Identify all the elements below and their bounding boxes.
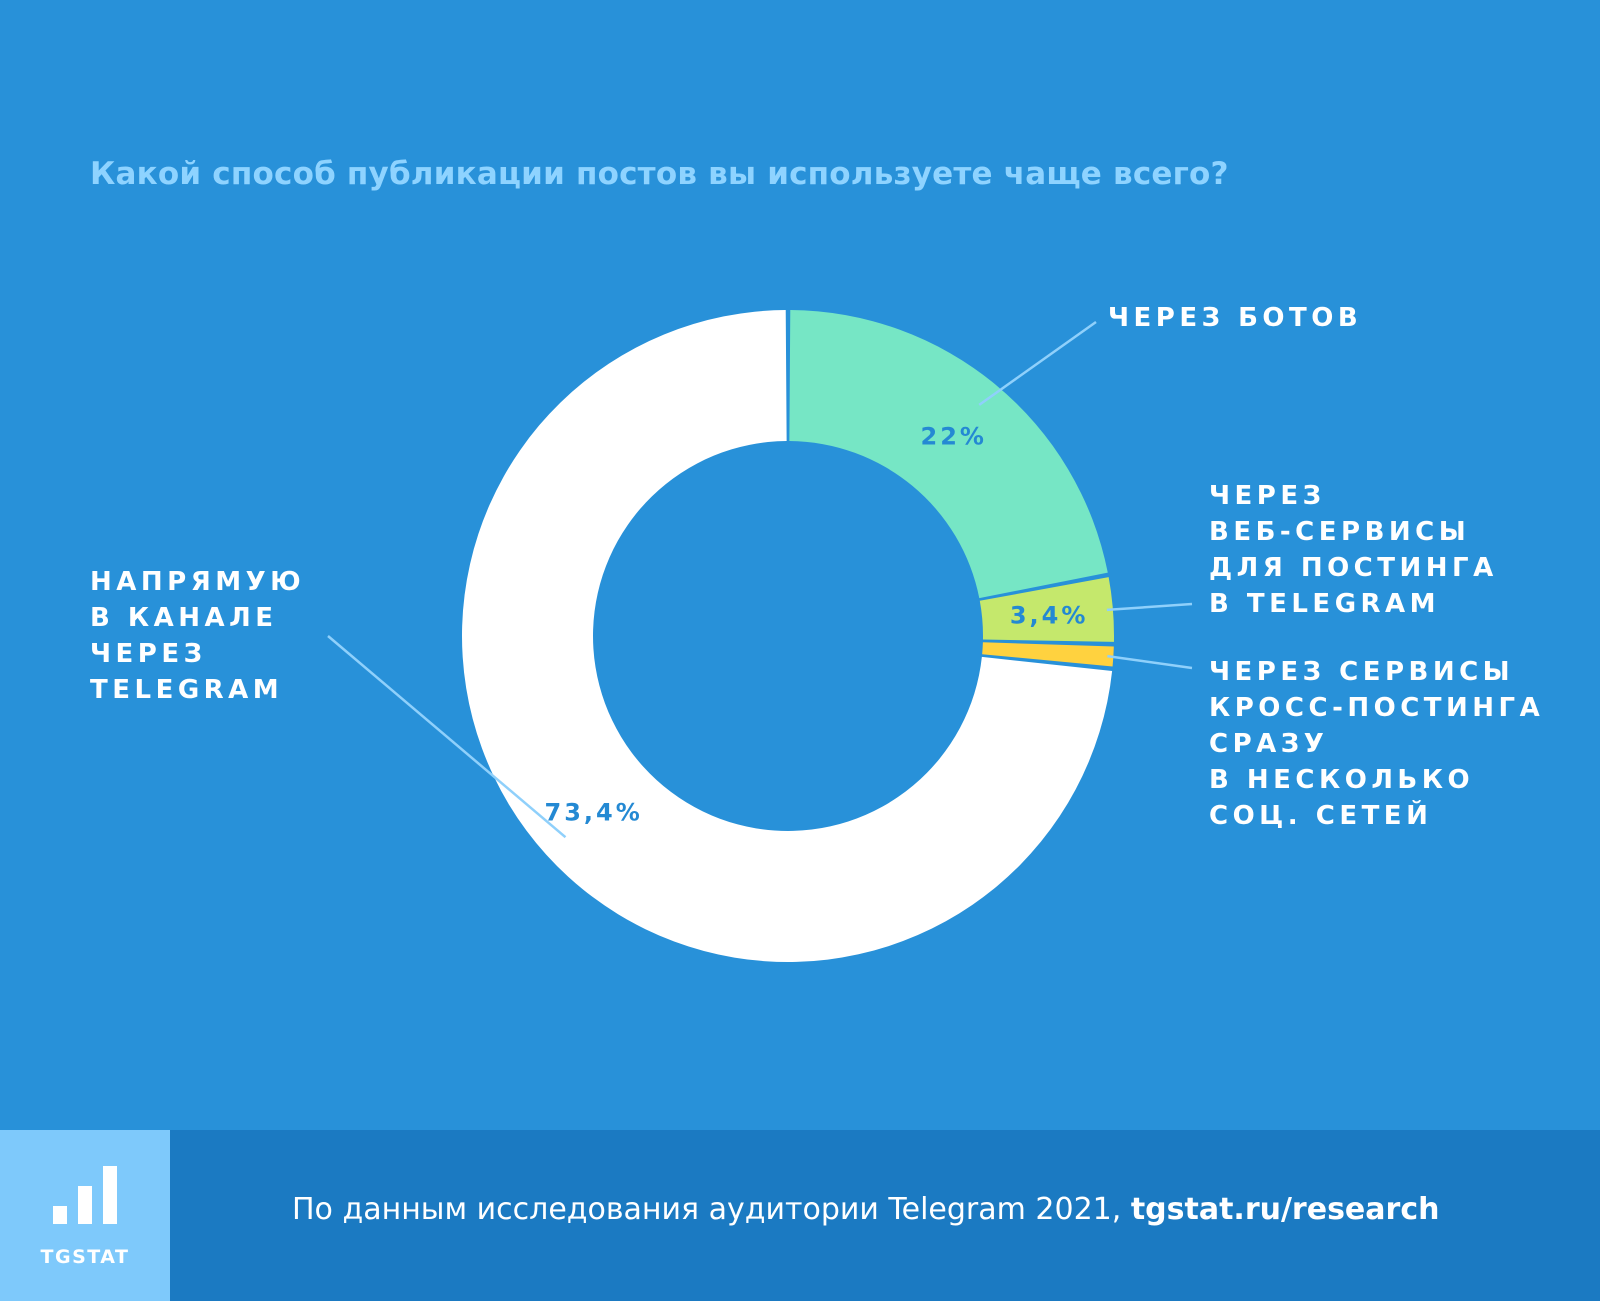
label-line: ЧЕРЕЗ <box>1209 481 1326 511</box>
label-line: КРОСС-ПОСТИНГА <box>1209 693 1545 723</box>
slice-cross-posting <box>982 642 1114 667</box>
slice-label-web-services: ЧЕРЕЗ ВЕБ-СЕРВИСЫ ДЛЯ ПОСТИНГА В TELEGRAM <box>1209 478 1498 622</box>
slice-value-label: 3,4% <box>1010 602 1089 630</box>
logo-bar-icon <box>78 1186 92 1224</box>
label-line: TELEGRAM <box>90 675 284 705</box>
label-line: ДЛЯ ПОСТИНГА <box>1209 553 1498 583</box>
slice-value-label: 22% <box>921 423 987 451</box>
label-line: В НЕСКОЛЬКО <box>1209 765 1475 795</box>
label-line: ЧЕРЕЗ БОТОВ <box>1108 303 1363 333</box>
footer: TGSTAT По данным исследования аудитории … <box>0 1130 1600 1301</box>
leader-line <box>327 635 567 839</box>
label-line: ВЕБ-СЕРВИСЫ <box>1209 517 1471 547</box>
source-link[interactable]: tgstat.ru/research <box>1130 1192 1440 1227</box>
chart-title: Какой способ публикации постов вы исполь… <box>90 156 1229 192</box>
label-line: ЧЕРЕЗ <box>90 639 207 669</box>
logo-text: TGSTAT <box>40 1246 130 1268</box>
donut-chart: 22% 3,4% 73,4% <box>327 310 1193 962</box>
leader-line <box>1106 602 1193 612</box>
label-line: В TELEGRAM <box>1209 589 1441 619</box>
label-line: СОЦ. СЕТЕЙ <box>1209 801 1433 831</box>
leader-line <box>978 320 1097 406</box>
tgstat-logo[interactable]: TGSTAT <box>0 1130 170 1301</box>
label-line: СРАЗУ <box>1209 729 1329 759</box>
slice-web-services <box>979 577 1114 642</box>
slice-label-direct: НАПРЯМУЮ В КАНАЛЕ ЧЕРЕЗ TELEGRAM <box>90 564 305 708</box>
source-note: По данным исследования аудитории Telegra… <box>292 1192 1439 1227</box>
slice-bots <box>789 310 1108 599</box>
label-line: В КАНАЛЕ <box>90 603 278 633</box>
slice-value-label: 73,4% <box>545 799 643 827</box>
slice-direct <box>461 310 1113 962</box>
source-text: По данным исследования аудитории Telegra… <box>292 1192 1131 1227</box>
logo-bar-icon <box>53 1206 67 1224</box>
label-line: НАПРЯМУЮ <box>90 567 306 597</box>
label-line: ЧЕРЕЗ СЕРВИСЫ <box>1209 657 1515 687</box>
leader-line <box>1107 654 1193 670</box>
slice-label-bots: ЧЕРЕЗ БОТОВ <box>1108 300 1362 336</box>
slice-label-cross-posting: ЧЕРЕЗ СЕРВИСЫ КРОСС-ПОСТИНГА СРАЗУ В НЕСКОЛ… <box>1209 654 1544 834</box>
logo-bar-icon <box>103 1166 117 1224</box>
